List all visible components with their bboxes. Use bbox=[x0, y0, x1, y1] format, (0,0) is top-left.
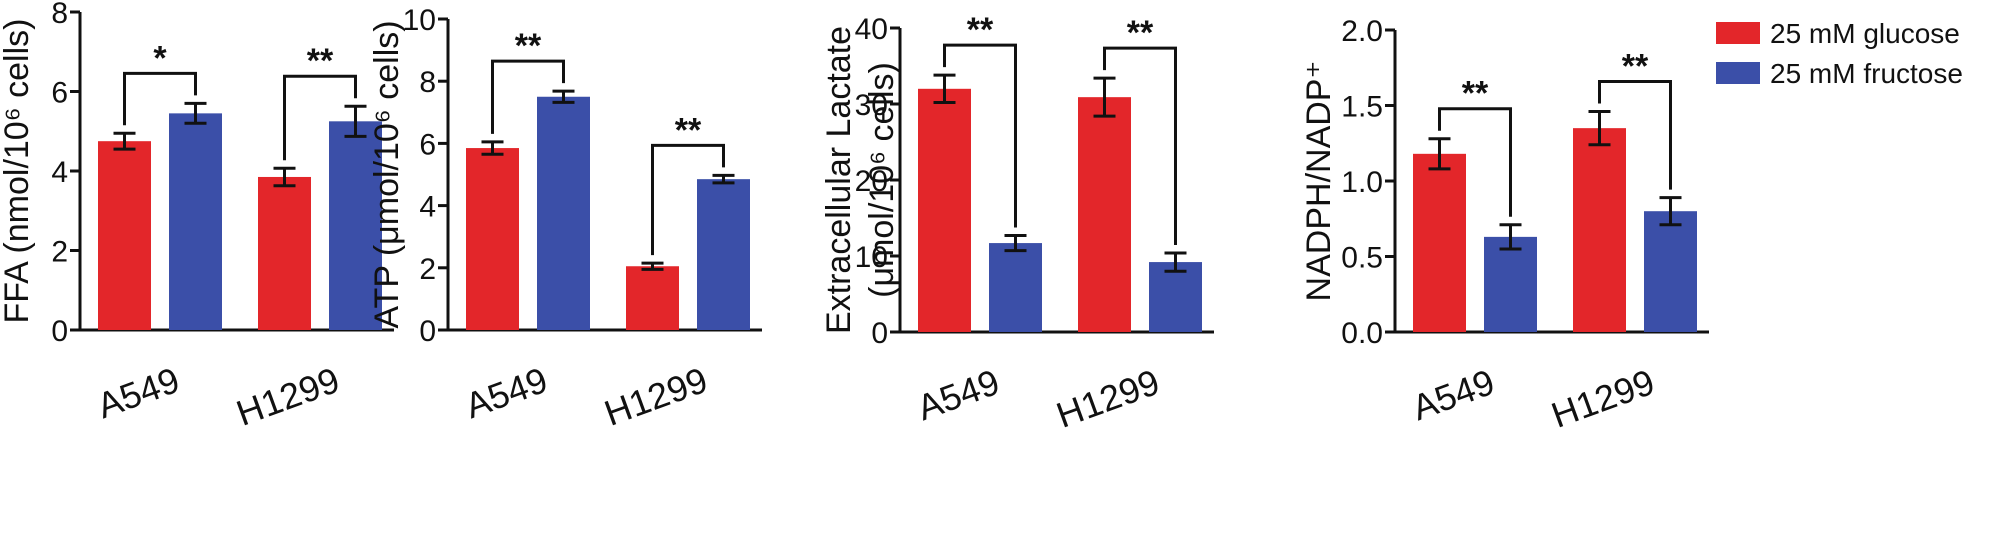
y-tick-label: 0 bbox=[419, 315, 436, 348]
significance-label: ** bbox=[1462, 75, 1489, 113]
significance-bracket bbox=[283, 74, 357, 161]
x-category-label: H1299 bbox=[1546, 361, 1660, 436]
bar-h1299-fructose bbox=[329, 121, 382, 330]
y-tick-label: 0 bbox=[51, 315, 68, 348]
y-tick-label: 2 bbox=[419, 253, 436, 286]
significance-bracket bbox=[1438, 107, 1512, 217]
y-tick-label: 10 bbox=[403, 4, 436, 37]
significance-bracket bbox=[1103, 46, 1177, 245]
y-tick-label: 0.5 bbox=[1341, 242, 1383, 275]
x-category-label: A549 bbox=[460, 359, 553, 426]
bar-h1299-fructose bbox=[1149, 262, 1202, 332]
bar-h1299-glucose bbox=[1078, 97, 1131, 332]
significance-label: ** bbox=[1622, 48, 1649, 86]
significance-label: ** bbox=[1127, 14, 1154, 52]
y-tick-label: 20 bbox=[855, 165, 888, 198]
bar-a549-fructose bbox=[1484, 236, 1537, 332]
legend: 25 mM glucose 25 mM fructose bbox=[1716, 18, 1963, 89]
legend-swatch-fructose bbox=[1716, 62, 1760, 84]
significance-bracket bbox=[1598, 80, 1672, 190]
bar-a549-fructose bbox=[537, 96, 590, 330]
x-category-label: H1299 bbox=[231, 359, 345, 434]
legend-label-fructose: 25 mM fructose bbox=[1770, 58, 1963, 89]
y-axis-label: ATP (μmol/10⁶ cells) bbox=[368, 20, 406, 328]
bar-a549-glucose bbox=[466, 148, 519, 330]
y-tick-label: 8 bbox=[51, 0, 68, 30]
y-axis-label-line2: (μmol/10⁶ cells) bbox=[863, 62, 901, 298]
significance-bracket bbox=[943, 43, 1017, 228]
legend-swatch-glucose bbox=[1716, 22, 1760, 44]
y-tick-label: 10 bbox=[855, 241, 888, 274]
chart-panel-1: 0 2 4 6 8 FFA (nmol/10⁶ cells) * A549 ** H1299 bbox=[0, 0, 394, 434]
legend-label-glucose: 25 mM glucose bbox=[1770, 18, 1960, 49]
bar-a549-glucose bbox=[1413, 153, 1466, 332]
y-axis-label: Extracellular Lactate bbox=[820, 26, 858, 334]
y-tick-label: 2.0 bbox=[1341, 15, 1383, 48]
x-category-label: A549 bbox=[912, 361, 1005, 428]
bar-h1299-glucose bbox=[1573, 128, 1626, 332]
y-tick-label: 4 bbox=[419, 191, 436, 224]
significance-label: ** bbox=[967, 11, 994, 49]
y-axis-label: NADPH/NADP⁺ bbox=[1300, 61, 1338, 302]
y-tick-label: 1.5 bbox=[1341, 91, 1383, 124]
significance-label: ** bbox=[515, 27, 542, 65]
x-category-label: H1299 bbox=[599, 359, 713, 434]
y-tick-label: 0 bbox=[871, 317, 888, 350]
bar-h1299-glucose bbox=[258, 176, 311, 330]
x-category-label: A549 bbox=[92, 359, 185, 426]
significance-label: ** bbox=[675, 111, 702, 149]
bar-a549-glucose bbox=[918, 88, 971, 332]
bar-h1299-fructose bbox=[1644, 211, 1697, 332]
y-tick-label: 0.0 bbox=[1341, 317, 1383, 350]
x-category-label: H1299 bbox=[1051, 361, 1165, 436]
y-tick-label: 6 bbox=[51, 77, 68, 110]
bar-a549-fructose bbox=[169, 113, 222, 330]
significance-bracket bbox=[491, 59, 565, 134]
y-tick-label: 40 bbox=[855, 13, 888, 46]
bar-a549-fructose bbox=[989, 243, 1042, 332]
significance-bracket bbox=[651, 143, 725, 256]
bar-h1299-fructose bbox=[697, 179, 750, 330]
significance-label: ** bbox=[307, 42, 334, 80]
y-tick-label: 8 bbox=[419, 66, 436, 99]
y-axis-label: FFA (nmol/10⁶ cells) bbox=[0, 19, 36, 324]
x-category-label: A549 bbox=[1407, 361, 1500, 428]
significance-label: * bbox=[153, 39, 167, 77]
y-tick-label: 1.0 bbox=[1341, 166, 1383, 199]
bar-a549-glucose bbox=[98, 141, 151, 330]
y-tick-label: 6 bbox=[419, 128, 436, 161]
y-tick-label: 2 bbox=[51, 236, 68, 269]
y-tick-label: 30 bbox=[855, 89, 888, 122]
bar-h1299-glucose bbox=[626, 266, 679, 330]
significance-bracket bbox=[123, 71, 197, 126]
chart-panels: 0 2 4 6 8 FFA (nmol/10⁶ cells) * A549 ** H1299 0 2 4… bbox=[0, 0, 1709, 436]
y-tick-label: 4 bbox=[51, 156, 68, 189]
